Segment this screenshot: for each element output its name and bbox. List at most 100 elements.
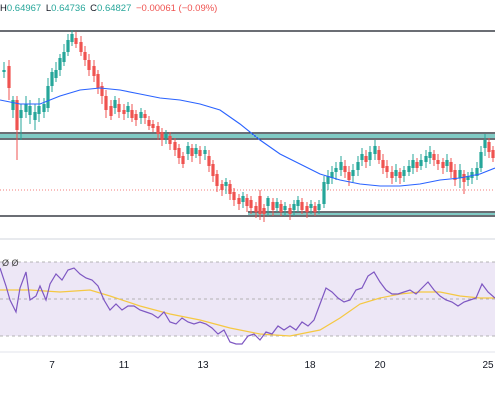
candle-body [50, 72, 54, 86]
close-label: C [90, 3, 98, 14]
candle-body [339, 162, 343, 170]
candle-body [258, 196, 262, 214]
candle [271, 198, 275, 216]
candle [7, 60, 11, 100]
candle [79, 36, 83, 56]
candle-body [458, 170, 462, 178]
candle-body [19, 110, 23, 118]
candle-body [398, 172, 402, 178]
candle-body [283, 206, 287, 210]
candle-body [96, 74, 100, 88]
rsi-line [0, 267, 495, 345]
candle-body [87, 60, 91, 70]
candle [300, 198, 304, 214]
candle [58, 54, 62, 76]
candle-body [381, 160, 385, 168]
candle-body [79, 42, 83, 52]
candle-body [347, 172, 351, 180]
candle [249, 196, 253, 214]
candle-body [377, 150, 381, 160]
candle [198, 146, 202, 164]
candle-body [7, 66, 11, 88]
candle-body [156, 126, 160, 134]
candle-body [356, 162, 360, 170]
candle-body [198, 150, 202, 156]
candle-body [296, 200, 300, 206]
candle [364, 150, 368, 168]
candle-body [83, 52, 87, 60]
candle [475, 162, 479, 180]
low-value: 0.64736 [51, 3, 86, 14]
candle [211, 160, 215, 182]
candle [33, 104, 37, 130]
candle [42, 98, 46, 118]
candle-body [147, 120, 151, 126]
candle-body [177, 148, 181, 158]
candle-body [42, 104, 46, 112]
candle [207, 150, 211, 172]
candle [334, 162, 338, 180]
rsi-moving-average-line [0, 289, 495, 337]
change-value: −0.00061 (−0.09%) [136, 3, 218, 14]
candle [309, 200, 313, 214]
candle-body [232, 192, 236, 200]
candle-body [364, 156, 368, 162]
candle-body [24, 104, 28, 112]
candle-body [211, 164, 215, 176]
candle-body [343, 166, 347, 172]
candle-body [11, 100, 15, 110]
candle-body [309, 204, 313, 208]
candle [479, 146, 483, 172]
candle [288, 204, 292, 220]
candle [241, 192, 245, 208]
candle [203, 146, 207, 160]
candle [317, 200, 321, 214]
candle [220, 180, 224, 196]
candle-body [288, 208, 292, 214]
candle [377, 146, 381, 164]
candle [104, 90, 108, 118]
candle [458, 164, 462, 188]
candle-body [33, 112, 37, 120]
candle-body [117, 104, 121, 112]
candle [173, 138, 177, 156]
x-tick-label: 20 [374, 360, 386, 371]
candle [394, 164, 398, 182]
rsi-panel-label: Ø Ø [2, 258, 19, 268]
candle [339, 156, 343, 176]
moving-average-group [0, 87, 495, 187]
candle-body [317, 204, 321, 210]
candle [224, 178, 228, 194]
candle [74, 32, 78, 48]
candle-body [168, 136, 172, 144]
candle-body [207, 156, 211, 166]
candle [181, 152, 185, 168]
candle [275, 198, 279, 212]
candle [109, 100, 113, 120]
candle [83, 46, 87, 66]
x-tick-label: 25 [482, 360, 494, 371]
low-label: L [45, 3, 52, 14]
candle [292, 200, 296, 216]
candle [411, 154, 415, 174]
candle-body [92, 66, 96, 76]
candle [283, 202, 287, 216]
candle-body [160, 132, 164, 140]
candle-body [203, 150, 207, 154]
candle-body [28, 106, 32, 115]
candle-body [475, 168, 479, 176]
candle [66, 34, 70, 56]
candle-body [37, 106, 41, 114]
candle-body [326, 176, 330, 184]
candle-body [2, 70, 6, 72]
candle [258, 190, 262, 220]
candle-body [407, 166, 411, 172]
candle [347, 166, 351, 186]
candle-body [292, 204, 296, 210]
candle [2, 62, 6, 78]
candle-body [470, 172, 474, 178]
candle-body [432, 154, 436, 160]
candle-body [58, 58, 62, 70]
